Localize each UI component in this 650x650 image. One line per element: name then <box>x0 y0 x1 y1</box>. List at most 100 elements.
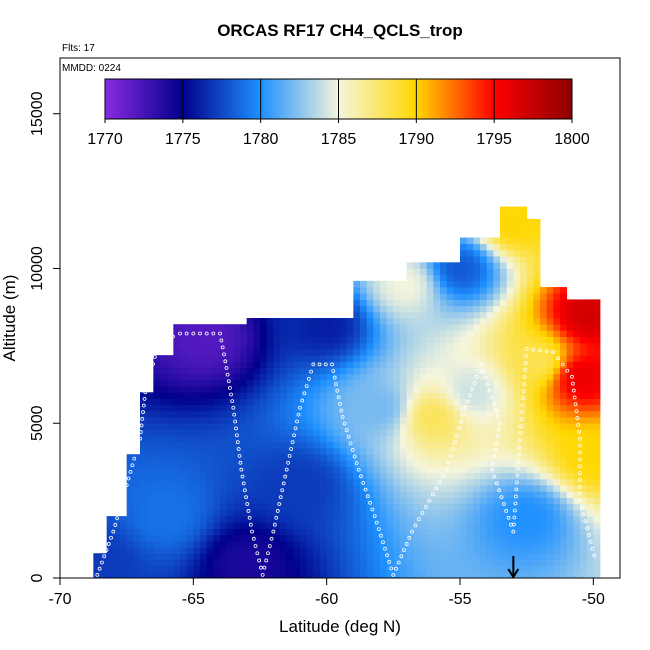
heatmap-cell <box>166 516 174 523</box>
heatmap-cell <box>266 392 274 399</box>
heatmap-cell <box>586 553 594 560</box>
heatmap-cell <box>346 460 354 467</box>
heatmap-cell <box>113 553 121 560</box>
heatmap-cell <box>513 435 521 443</box>
heatmap-cell <box>366 305 374 313</box>
heatmap-cell <box>386 472 394 480</box>
heatmap-cell <box>360 441 368 449</box>
heatmap-cell <box>220 491 228 498</box>
heatmap-cell <box>293 503 301 511</box>
heatmap-cell <box>473 299 481 307</box>
heatmap-cell <box>393 528 401 536</box>
heatmap-cell <box>306 448 314 455</box>
heatmap-cell <box>366 311 374 319</box>
heatmap-cell <box>140 460 148 467</box>
heatmap-cell <box>260 417 268 424</box>
heatmap-cell <box>286 503 294 511</box>
heatmap-cell <box>480 417 488 424</box>
heatmap-cell <box>373 404 381 412</box>
heatmap-cell <box>513 454 521 461</box>
heatmap-cell <box>426 287 434 294</box>
heatmap-cell <box>586 497 594 505</box>
heatmap-cell <box>426 373 434 381</box>
heatmap-cell <box>586 392 594 399</box>
heatmap-cell <box>526 516 534 523</box>
heatmap-cell <box>246 534 254 542</box>
heatmap-cell <box>166 509 174 517</box>
heatmap-cell <box>280 454 288 461</box>
heatmap-cell <box>240 373 248 381</box>
heatmap-cell <box>253 417 261 424</box>
heatmap-cell <box>513 305 521 313</box>
heatmap-cell <box>393 386 401 393</box>
heatmap-cell <box>560 547 568 554</box>
heatmap-cell <box>260 534 268 542</box>
heatmap-cell <box>393 466 401 474</box>
heatmap-cell <box>580 324 588 331</box>
heatmap-cell <box>393 472 401 480</box>
heatmap-cell <box>440 417 448 424</box>
heatmap-cell <box>106 553 114 560</box>
heatmap-cell <box>513 379 521 387</box>
heatmap-cell <box>420 324 428 331</box>
flight-track-point <box>556 356 560 361</box>
heatmap-cell <box>440 404 448 412</box>
heatmap-cell <box>253 336 261 344</box>
heatmap-cell <box>186 491 194 498</box>
heatmap-cell <box>326 540 334 548</box>
heatmap-cell <box>440 534 448 542</box>
flight-track-point <box>306 376 311 381</box>
heatmap-cell <box>340 472 348 480</box>
heatmap-cell <box>393 330 401 337</box>
heatmap-cell <box>440 460 448 467</box>
heatmap-cell <box>193 355 201 362</box>
heatmap-cell <box>133 454 141 461</box>
heatmap-cell <box>533 540 541 548</box>
heatmap-cell <box>353 293 361 300</box>
heatmap-cell <box>500 534 508 542</box>
heatmap-cell <box>473 348 481 356</box>
heatmap-cell <box>486 311 494 319</box>
heatmap-cells <box>93 206 601 579</box>
heatmap-cell <box>493 571 501 579</box>
heatmap-cell <box>446 355 454 362</box>
heatmap-cell <box>240 324 248 331</box>
heatmap-cell <box>460 553 468 560</box>
heatmap-cell <box>446 367 454 375</box>
heatmap-cell <box>360 379 368 387</box>
heatmap-cell <box>373 497 381 505</box>
heatmap-cell <box>320 503 328 511</box>
flight-track-point <box>275 509 280 513</box>
heatmap-cell <box>520 565 528 573</box>
heatmap-cell <box>533 386 541 393</box>
heatmap-cell <box>593 417 601 424</box>
flight-track-point <box>499 495 504 500</box>
heatmap-cell <box>173 336 181 344</box>
heatmap-cell <box>453 268 461 276</box>
heatmap-cell <box>320 460 328 467</box>
heatmap-cell <box>206 398 214 406</box>
heatmap-cell <box>493 392 501 399</box>
heatmap-cell <box>293 355 301 362</box>
heatmap-cell <box>240 441 248 449</box>
heatmap-cell <box>566 503 574 511</box>
heatmap-cell <box>266 423 274 430</box>
flight-track-point <box>481 369 486 373</box>
heatmap-cell <box>433 262 441 269</box>
heatmap-cell <box>566 522 574 529</box>
heatmap-cell <box>540 485 548 492</box>
heatmap-cell <box>413 553 421 560</box>
heatmap-cell <box>146 398 154 406</box>
heatmap-cell <box>486 355 494 362</box>
heatmap-cell <box>560 417 568 424</box>
heatmap-cell <box>373 547 381 554</box>
heatmap-cell <box>533 553 541 560</box>
heatmap-cell <box>533 318 541 325</box>
flight-track-point <box>441 473 446 478</box>
heatmap-cell <box>466 237 474 245</box>
heatmap-cell <box>246 559 254 567</box>
heatmap-cell <box>413 330 421 337</box>
heatmap-cell <box>140 435 148 443</box>
heatmap-cell <box>293 361 301 368</box>
heatmap-cell <box>486 478 494 486</box>
